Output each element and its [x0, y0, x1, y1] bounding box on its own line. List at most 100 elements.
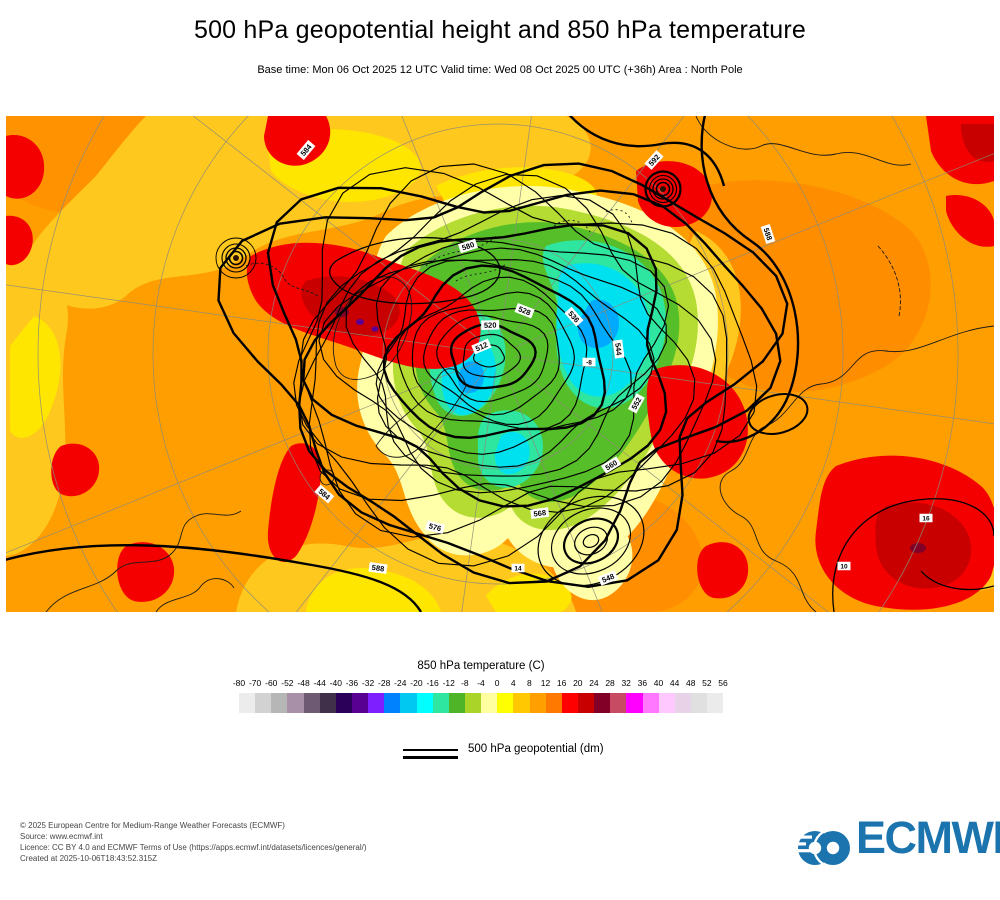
geopotential-contour	[473, 344, 505, 368]
svg-text:588: 588	[371, 563, 385, 574]
colorbar-cell	[351, 693, 369, 713]
geopotential-contour	[449, 322, 537, 390]
colorbar-cell	[287, 693, 304, 713]
colorbar-cell	[448, 693, 465, 713]
temperature-legend-title: 850 hPa temperature (C)	[417, 660, 545, 672]
colorbar-cell	[432, 693, 449, 713]
colorbar-tick-label: -12	[442, 678, 455, 688]
contour-value-label: 568	[530, 507, 550, 520]
spot-value-label: -8	[582, 357, 596, 366]
weather-map: 512 520 528 536 544 552 560 568 576 584 592 588 584 5…	[6, 116, 994, 612]
spot-value-label: 14	[511, 563, 525, 572]
colorbar-tick-label: -28	[378, 678, 391, 688]
geopotential-contour	[318, 240, 670, 494]
svg-text:548: 548	[601, 572, 616, 585]
contour-value-label: 520	[481, 320, 500, 330]
svg-text:-8: -8	[586, 359, 592, 366]
contour-value-label: 548	[597, 570, 619, 586]
geopotential-contour	[293, 167, 758, 567]
colorbar-tick-label: 32	[621, 678, 631, 688]
colorbar-tick-label: 28	[605, 678, 615, 688]
cyclone-icon-north	[644, 170, 682, 208]
colorbar-tick-label: -36	[345, 678, 359, 688]
colorbar-cell	[271, 693, 288, 713]
contour-value-label: 576	[425, 520, 445, 535]
graticule-layer	[6, 116, 994, 612]
colorbar-cell	[319, 693, 336, 713]
temperature-legend-colorbar	[239, 693, 724, 713]
colorbar-cell	[416, 693, 433, 713]
svg-text:14: 14	[514, 565, 522, 572]
ecmwf-logo-emblem	[793, 828, 853, 868]
colorbar-cell	[561, 693, 578, 713]
colorbar-tick-label: 48	[685, 678, 696, 688]
ecmwf-logo: ECMWF	[790, 812, 1000, 874]
base-valid-time-subtitle: Base time: Mon 06 Oct 2025 12 UTC Valid …	[257, 64, 743, 76]
geopotential-contour	[266, 186, 782, 585]
geopotential-contour	[462, 333, 521, 378]
geopotential-contour	[302, 223, 668, 508]
colorbar-cell	[335, 693, 352, 713]
spot-value-label: 16	[919, 513, 933, 522]
contour-value-label: 580	[457, 238, 479, 254]
footer-attribution: © 2025 European Centre for Medium-Range …	[20, 820, 660, 864]
geopotential-contour	[436, 314, 549, 403]
temperature-legend-ticks: -80 -70 -60 -52 -48 -44 -40 -36 -32 -28 -24 -20 -16-…	[233, 678, 728, 688]
colorbar-tick-label: 16	[556, 678, 567, 688]
svg-text:10: 10	[840, 563, 848, 570]
colorbar-tick-label: -4	[477, 678, 485, 688]
colorbar-cell	[384, 693, 401, 713]
cyclone-icon-west	[215, 237, 257, 279]
colorbar-tick-label: 12	[540, 678, 551, 688]
svg-text:580: 580	[461, 240, 476, 252]
colorbar-cell	[481, 693, 498, 713]
colorbar-tick-label: 44	[669, 678, 680, 688]
contour-value-label: 544	[612, 339, 625, 359]
colorbar-cell	[513, 693, 530, 713]
extra-contour-arcs	[6, 116, 994, 612]
spot-value-label: 10	[837, 561, 851, 570]
colorbar-tick-label: 56	[718, 678, 728, 688]
svg-text:520: 520	[484, 321, 497, 330]
colorbar-cell	[239, 693, 256, 713]
colorbar-cell	[400, 693, 417, 713]
geopotential-contour	[375, 259, 632, 455]
colorbar-cell	[464, 693, 482, 713]
footer-licence: Licence: CC BY 4.0 and ECMWF Terms of Us…	[20, 843, 367, 852]
contour-value-label: 528	[514, 302, 535, 319]
colorbar-cell	[626, 693, 643, 713]
svg-text:528: 528	[517, 304, 532, 317]
colorbar-tick-label: -8	[461, 678, 469, 688]
colorbar-tick-label: 0	[494, 678, 500, 688]
colorbar-cell	[642, 693, 659, 713]
colorbar-cell	[529, 693, 546, 713]
geopotential-sample-line-thin	[403, 749, 458, 751]
footer-source: Source: www.ecmwf.int	[20, 832, 103, 841]
colorbar-cell	[368, 693, 385, 713]
colorbar-tick-label: 20	[573, 678, 583, 688]
contour-value-label: 588	[760, 223, 776, 245]
colorbar-tick-label: -32	[361, 678, 375, 688]
colorbar-tick-label: -16	[426, 678, 439, 688]
geopotential-contour	[375, 259, 655, 468]
colorbar-cell	[255, 693, 272, 713]
colorbar-cell	[690, 693, 708, 713]
svg-text:568: 568	[533, 508, 547, 519]
colorbar-tick-label: -48	[297, 678, 310, 688]
colorbar-cell	[594, 693, 611, 713]
ecmwf-logo-text: ECMWF	[856, 812, 1000, 863]
geopotential-contour	[411, 291, 575, 425]
geopotential-legend-label: 500 hPa geopotential (dm)	[468, 743, 604, 755]
colorbar-tick-label: 4	[510, 678, 516, 688]
colorbar-cell	[303, 693, 320, 713]
geopotential-contour	[217, 162, 789, 589]
colorbar-tick-label: -70	[248, 678, 262, 688]
svg-text:544: 544	[613, 342, 624, 356]
colorbar-tick-label: -20	[410, 678, 423, 688]
colorbar-cell	[707, 693, 724, 713]
colorbar-tick-label: -40	[329, 678, 342, 688]
colorbar-tick-label: -52	[281, 678, 294, 688]
colorbar-cell	[674, 693, 691, 713]
colorbar-tick-label: -24	[394, 678, 407, 688]
